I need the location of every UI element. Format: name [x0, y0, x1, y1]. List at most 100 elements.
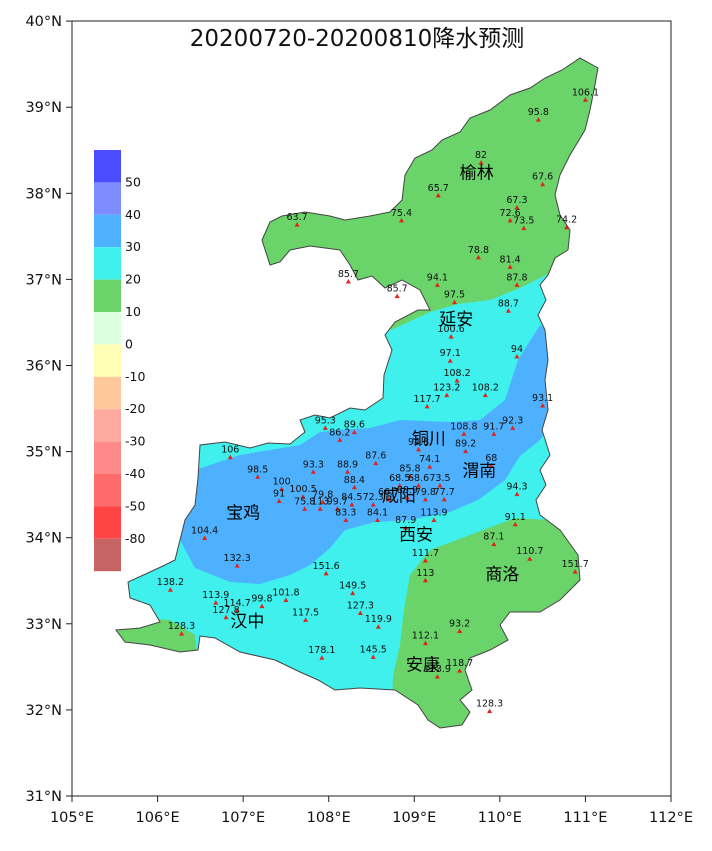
station-value: 99.7 — [327, 496, 348, 507]
station-value: 75.8 — [294, 496, 315, 507]
station-marker — [424, 403, 430, 409]
station-value: 79.8 — [415, 487, 436, 498]
station-value: 127.3 — [347, 600, 374, 611]
station-value: 68.6 — [408, 473, 429, 484]
station-value: 67.3 — [506, 195, 527, 206]
station-value: 110.7 — [516, 546, 543, 557]
station-value: 79.8 — [312, 489, 333, 500]
station-value: 75.4 — [391, 208, 412, 219]
legend-label: 20 — [125, 272, 141, 287]
station-value: 66.7 — [378, 487, 399, 498]
station-value: 138.2 — [157, 577, 184, 588]
station-value: 65.7 — [428, 183, 449, 194]
station-marker — [564, 224, 570, 230]
station-value: 97.5 — [444, 290, 465, 301]
station-value: 100.6 — [437, 324, 464, 335]
station-marker — [535, 117, 541, 122]
station-value: 123.9 — [424, 664, 451, 675]
city-label: 渭南 — [462, 462, 496, 482]
station-value: 132.3 — [224, 553, 251, 564]
station-value: 84.5 — [341, 492, 362, 503]
station-marker — [404, 495, 410, 500]
city-label: 榆林 — [460, 164, 494, 184]
station-value: 67.6 — [532, 172, 553, 183]
station-value: 91.7 — [483, 421, 504, 432]
station-marker — [434, 674, 440, 679]
station-marker — [370, 501, 376, 507]
station-value: 84.1 — [367, 507, 388, 518]
station-value: 178.1 — [308, 645, 335, 656]
station-value: 113.9 — [420, 507, 447, 518]
city-label: 铜川 — [412, 430, 446, 450]
legend-label: -50 — [125, 498, 145, 513]
station-value: 81.4 — [500, 254, 521, 265]
x-axis: 105°E 106°E 107°E 108°E 109°E 110°E 111°E 112°E — [50, 796, 693, 826]
station-marker — [431, 517, 437, 522]
x-tick-label: 106°E — [136, 810, 180, 826]
station-value: 92.3 — [502, 415, 523, 426]
station-marker — [227, 454, 233, 460]
station-value: 106.1 — [572, 87, 599, 98]
legend-swatch — [94, 182, 121, 215]
station-value: 87.8 — [506, 272, 527, 283]
legend-label: -30 — [125, 434, 145, 449]
station-marker — [302, 506, 308, 511]
station-marker — [422, 577, 428, 583]
station-marker — [374, 517, 380, 522]
station-value: 86.2 — [329, 427, 350, 438]
station-value: 72.3 — [363, 492, 384, 503]
station-value: 94.8 — [408, 437, 429, 448]
map-title: 20200720-20200810降水预测 — [190, 26, 524, 52]
station-marker — [350, 590, 356, 596]
station-marker — [507, 264, 513, 269]
station-value: 118.7 — [446, 658, 473, 669]
station-value: 113.9 — [202, 590, 229, 601]
city-label: 汉中 — [230, 612, 264, 632]
station-marker — [416, 483, 422, 488]
station-value: 87.1 — [483, 532, 504, 543]
station-value: 151.7 — [562, 559, 589, 570]
legend-label: -40 — [125, 466, 145, 481]
station-marker — [403, 525, 409, 530]
station-value: 145.5 — [360, 644, 387, 655]
legend-swatch — [94, 506, 121, 539]
station-value: 119.9 — [365, 614, 392, 625]
station-value: 149.5 — [339, 581, 366, 592]
station-value: 111.7 — [412, 548, 439, 559]
station-marker — [457, 628, 463, 634]
station-marker — [375, 624, 381, 629]
station-marker — [167, 587, 173, 592]
station-marker — [223, 614, 229, 620]
legend-swatch — [94, 538, 121, 572]
station-marker — [351, 429, 357, 435]
station-marker — [512, 521, 518, 527]
station-marker — [202, 535, 208, 541]
station-marker — [514, 353, 520, 359]
station-value: 85.7 — [338, 269, 359, 280]
y-tick-label: 31°N — [25, 789, 62, 805]
station-marker — [276, 498, 282, 504]
y-tick-label: 33°N — [25, 617, 62, 633]
station-marker — [213, 600, 219, 605]
station-marker — [507, 217, 513, 223]
legend-swatch — [94, 409, 121, 442]
station-marker — [334, 506, 340, 511]
station-marker — [373, 460, 379, 466]
station-marker — [345, 278, 351, 284]
color-legend: 50 40 30 20 10 0 -10 -20 -30 -40 -50 -80 — [94, 150, 145, 572]
station-marker — [398, 217, 404, 223]
station-marker — [435, 192, 441, 198]
station-marker — [487, 708, 493, 714]
y-axis: 40°N 39°N 38°N 37°N 36°N 35°N 34°N 33°N 32°N 31°N — [25, 14, 72, 805]
legend-swatch — [94, 441, 121, 474]
station-marker — [337, 437, 343, 442]
station-value: 95.3 — [315, 415, 336, 426]
station-value: 74.1 — [419, 454, 440, 465]
station-marker — [482, 392, 488, 398]
legend-swatch — [94, 214, 121, 248]
fill-region-30-40 — [180, 325, 560, 584]
station-marker — [422, 640, 428, 646]
